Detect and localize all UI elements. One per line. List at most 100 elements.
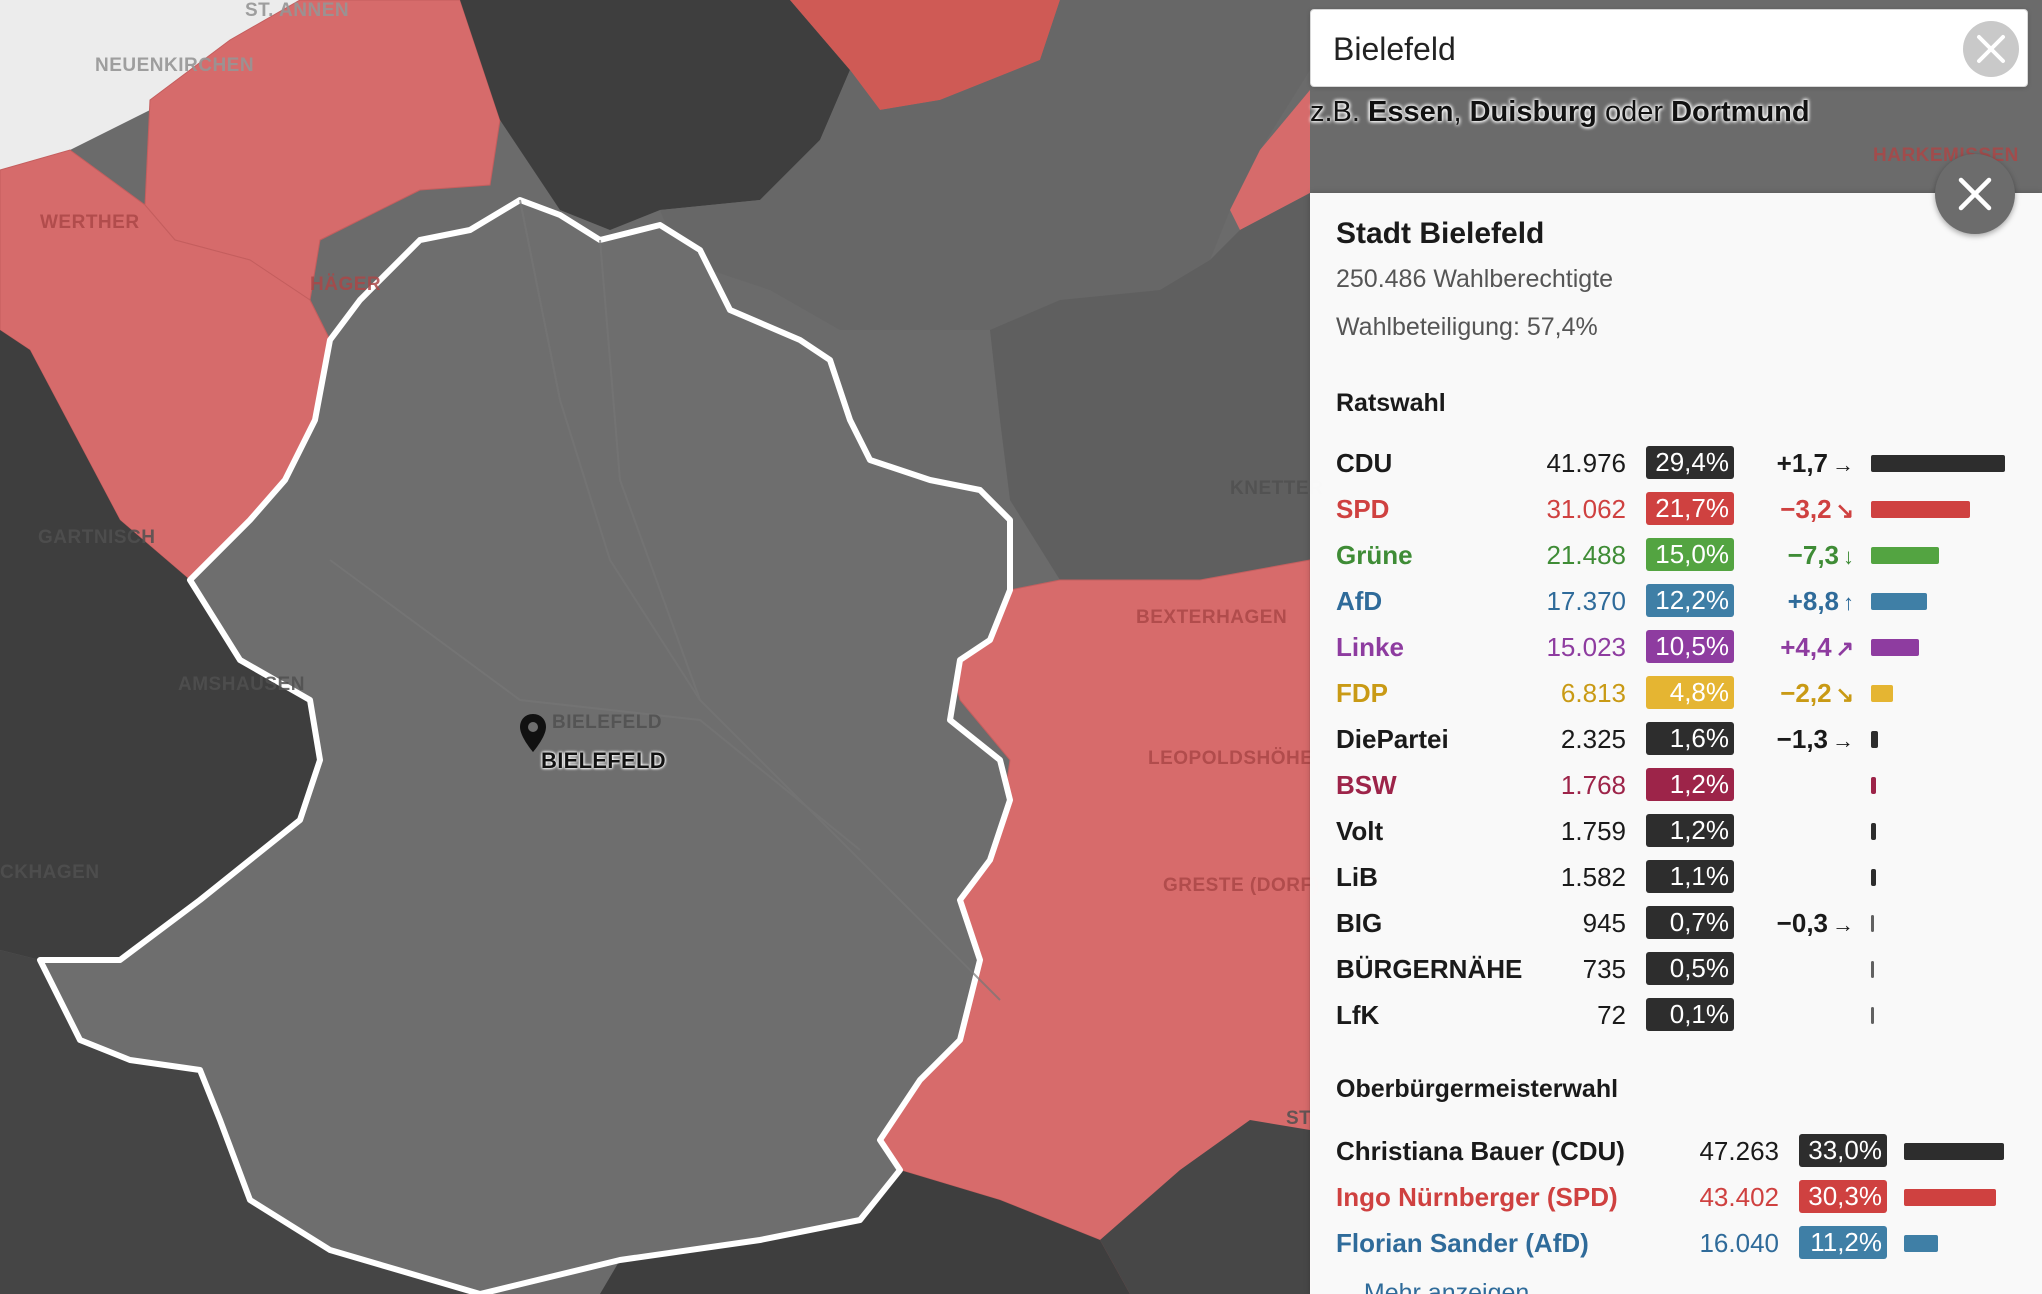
eligible-voters: 250.486 Wahlberechtigte <box>1336 265 1614 293</box>
party-change <box>1850 811 1854 853</box>
results-panel: Stadt Bielefeld 250.486 Wahlberechtigte … <box>1310 193 2042 1294</box>
map-label-greste: GRESTE (DORF) <box>1163 875 1320 896</box>
region-knetterheide[interactable] <box>990 193 1310 580</box>
candidate-share-bar <box>1904 1143 2004 1160</box>
party-votes: 1.768 <box>1560 770 1626 800</box>
map-label-werther: WERTHER <box>40 212 140 233</box>
change-arrow-icon: ↘ <box>1835 498 1854 523</box>
bielefeld-city-area[interactable] <box>37 197 1013 1294</box>
region-dark-north[interactable] <box>460 0 850 230</box>
map-label-leopoldshoehe: LEOPOLDSHÖHE <box>1148 748 1314 769</box>
party-votes: 15.023 <box>1546 632 1626 662</box>
party-percent-badge: 0,5% <box>1646 952 1734 985</box>
map-label-ckhagen: CKHAGEN <box>0 862 100 883</box>
panel-close-button[interactable] <box>1935 154 2015 234</box>
party-votes: 735 <box>1582 954 1626 984</box>
council-row: LfK 72 0,1% <box>1310 995 2042 1035</box>
map-label-gartnisch: GARTNISCH <box>38 527 156 548</box>
map-label-haeger: HÄGER <box>310 274 382 295</box>
party-change: −7,3 ↓ <box>1788 535 1854 577</box>
party-name: SPD <box>1336 494 1390 524</box>
change-value: −3,2 <box>1780 494 1832 524</box>
party-share-bar <box>1871 731 1878 748</box>
party-share-bar <box>1871 961 1874 978</box>
candidate-percent-badge: 33,0% <box>1799 1134 1887 1167</box>
council-row: BÜRGERNÄHE 735 0,5% <box>1310 949 2042 989</box>
party-percent-badge: 4,8% <box>1646 676 1734 709</box>
party-change: +4,4 ↗ <box>1780 627 1854 669</box>
mayor-row: Christiana Bauer (CDU) 47.263 33,0% <box>1310 1131 2042 1171</box>
hint-separator: , <box>1453 96 1462 128</box>
region-dark-southwest[interactable] <box>0 950 480 1294</box>
show-more-link[interactable]: ⌄ Mehr anzeigen <box>1336 1279 1530 1294</box>
map-label-bexterhagen: BEXTERHAGEN <box>1136 607 1288 628</box>
council-row: FDP 6.813 4,8% −2,2 ↘ <box>1310 673 2042 713</box>
candidate-votes: 43.402 <box>1699 1182 1779 1212</box>
panel-title: Stadt Bielefeld <box>1336 217 1545 250</box>
party-votes: 2.325 <box>1560 724 1626 754</box>
party-percent-badge: 0,1% <box>1646 998 1734 1031</box>
party-share-bar <box>1871 915 1874 932</box>
party-percent-badge: 29,4% <box>1646 446 1734 479</box>
party-votes: 21.488 <box>1546 540 1626 570</box>
candidate-votes: 16.040 <box>1699 1228 1779 1258</box>
location-pin-icon[interactable] <box>518 713 548 753</box>
council-row: Linke 15.023 10,5% +4,4 ↗ <box>1310 627 2042 667</box>
change-value: −2,2 <box>1780 678 1832 708</box>
change-value: −0,3 <box>1776 908 1828 938</box>
map-label-amshausen: AMSHAUSEN <box>178 674 305 695</box>
party-name: Volt <box>1336 816 1384 846</box>
candidate-name: Ingo Nürnberger (SPD) <box>1336 1182 1618 1212</box>
party-votes: 1.582 <box>1560 862 1626 892</box>
change-value: +4,4 <box>1780 632 1832 662</box>
candidate-share-bar <box>1904 1189 1996 1206</box>
region-north-red[interactable] <box>790 0 1060 110</box>
search-input[interactable] <box>1331 10 1955 88</box>
party-share-bar <box>1871 455 2005 472</box>
change-arrow-icon: → <box>1832 912 1854 937</box>
change-arrow-icon: → <box>1832 728 1854 753</box>
council-heading: Ratswahl <box>1336 389 1446 417</box>
party-change: −0,3 → <box>1777 903 1854 945</box>
council-row: AfD 17.370 12,2% +8,8 ↑ <box>1310 581 2042 621</box>
change-arrow-icon: ↑ <box>1843 590 1854 615</box>
party-share-bar <box>1871 777 1876 794</box>
map-label-neuenkirchen: NEUENKIRCHEN <box>95 55 255 76</box>
party-name: CDU <box>1336 448 1393 478</box>
region-gray-northeast[interactable] <box>660 0 1310 330</box>
search-clear-button[interactable] <box>1963 21 2019 77</box>
party-share-bar <box>1871 639 1919 656</box>
party-change <box>1850 949 1854 991</box>
region-harkemissen[interactable] <box>1230 90 1310 230</box>
council-row: Volt 1.759 1,2% <box>1310 811 2042 851</box>
map-label-st: ST <box>1286 1108 1312 1129</box>
roads <box>329 199 1001 1001</box>
candidate-name: Christiana Bauer (CDU) <box>1336 1136 1625 1166</box>
party-share-bar <box>1871 1007 1874 1024</box>
party-name: BÜRGERNÄHE <box>1336 954 1523 984</box>
party-votes: 31.062 <box>1546 494 1626 524</box>
hint-city-duisburg[interactable]: Duisburg <box>1469 96 1597 128</box>
council-row: BIG 945 0,7% −0,3 → <box>1310 903 2042 943</box>
map-label-knetterheide: KNETTER <box>1230 478 1324 499</box>
party-percent-badge: 21,7% <box>1646 492 1734 525</box>
party-percent-badge: 1,2% <box>1646 768 1734 801</box>
party-percent-badge: 1,1% <box>1646 860 1734 893</box>
hint-city-dortmund[interactable]: Dortmund <box>1671 96 1810 128</box>
map-label-bielefeld-gray: BIELEFELD <box>552 712 663 733</box>
party-votes: 17.370 <box>1546 586 1626 616</box>
hint-city-essen[interactable]: Essen <box>1368 96 1454 128</box>
council-row: LiB 1.582 1,1% <box>1310 857 2042 897</box>
candidate-name: Florian Sander (AfD) <box>1336 1228 1589 1258</box>
party-change: +1,7 → <box>1777 443 1854 485</box>
region-dark-south[interactable] <box>600 1170 1130 1294</box>
party-percent-badge: 12,2% <box>1646 584 1734 617</box>
council-row: DiePartei 2.325 1,6% −1,3 → <box>1310 719 2042 759</box>
council-row: BSW 1.768 1,2% <box>1310 765 2042 805</box>
party-votes: 41.976 <box>1546 448 1626 478</box>
party-name: Grüne <box>1336 540 1413 570</box>
region-dark-west[interactable] <box>0 330 320 960</box>
region-dark-southeast[interactable] <box>1100 1120 1310 1294</box>
party-name: LfK <box>1336 1000 1380 1030</box>
map-marker-label: BIELEFELD <box>541 748 666 773</box>
